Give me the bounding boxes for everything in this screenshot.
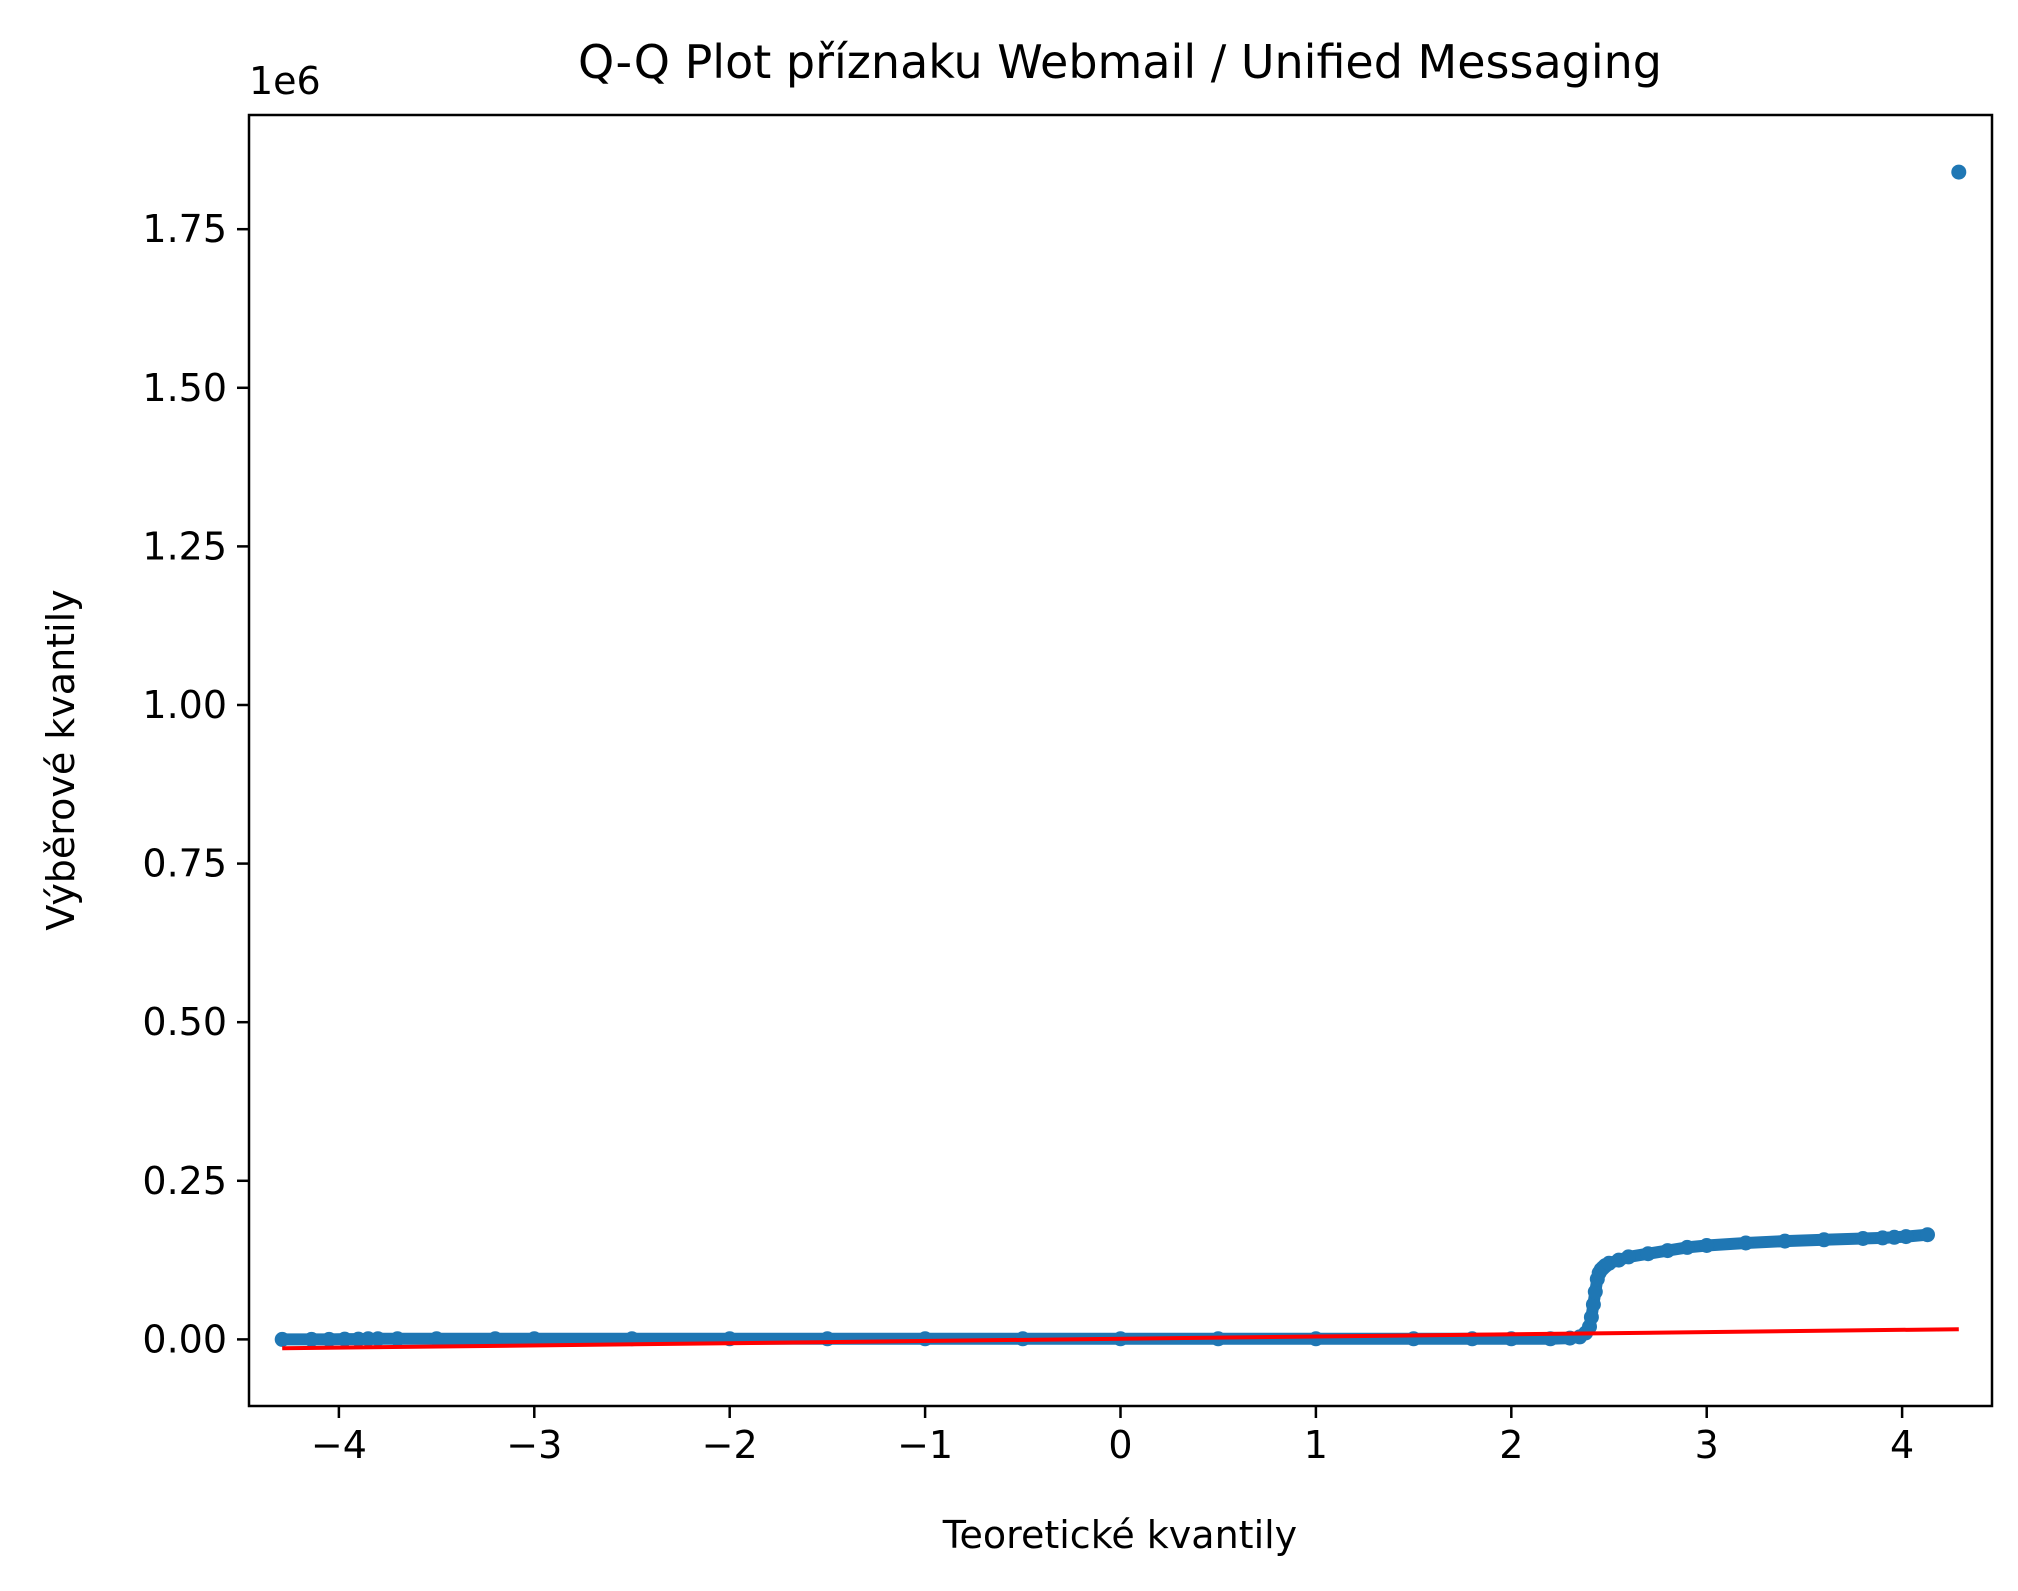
qq-point: [1816, 1232, 1832, 1248]
x-tick-label: 0: [1108, 1423, 1132, 1467]
y-tick-label: 0.00: [142, 1317, 227, 1361]
reference-fit-line: [282, 1327, 1959, 1351]
x-tick-label: −4: [311, 1423, 367, 1467]
qq-point: [321, 1331, 337, 1347]
qq-point: [1855, 1231, 1871, 1246]
qq-point: [526, 1331, 542, 1347]
qq-point: [1699, 1238, 1715, 1253]
x-tick-label: 2: [1499, 1423, 1523, 1467]
y-tick-label: 0.75: [142, 842, 227, 886]
y-tick-label: 1.50: [142, 366, 227, 410]
qq-point: [1587, 1284, 1603, 1300]
x-tick-label: 4: [1890, 1423, 1914, 1467]
qq-point: [274, 1331, 290, 1347]
qq-point: [917, 1331, 933, 1347]
qq-point: [1886, 1229, 1902, 1245]
qq-point: [487, 1331, 503, 1347]
qq-point: [1679, 1239, 1695, 1255]
qq-point: [1585, 1297, 1601, 1312]
qq-point: [429, 1331, 445, 1347]
y-tick-label: 1.00: [142, 683, 227, 727]
qq-point: [1951, 164, 1967, 180]
qq-point: [1640, 1246, 1656, 1262]
x-tick-label: −3: [506, 1423, 562, 1467]
y-tick-label: 0.50: [142, 1000, 227, 1044]
qq-point: [304, 1331, 319, 1347]
x-tick-label: 3: [1695, 1423, 1719, 1467]
x-axis-label: Teoretické kvantily: [942, 1513, 1297, 1557]
qq-point: [1308, 1331, 1324, 1347]
y-tick-label: 1.75: [142, 207, 227, 251]
x-tick-label: 1: [1304, 1423, 1328, 1467]
qq-point: [1621, 1249, 1636, 1265]
qq-point: [1583, 1309, 1599, 1325]
plot-frame: [247, 113, 1994, 1408]
x-axis-ticks: −4 −3 −2 −1 0 1 2 3 4: [311, 1406, 1914, 1467]
qq-point: [337, 1331, 353, 1347]
qq-point: [370, 1331, 386, 1347]
y-scale-multiplier: 1e6: [249, 59, 321, 103]
qq-point: [1920, 1227, 1935, 1243]
y-tick-label: 1.25: [142, 524, 227, 568]
qq-point: [390, 1331, 405, 1347]
x-tick-label: −2: [702, 1423, 758, 1467]
qq-point: [1660, 1243, 1676, 1259]
x-tick-label: −1: [897, 1423, 953, 1467]
qq-point: [1898, 1229, 1914, 1245]
qq-point: [1777, 1233, 1793, 1249]
y-axis-ticks: 0.00 0.25 0.50 0.75 1.00 1.25 1.50 1.75: [142, 207, 249, 1361]
y-axis-label: Výběrové kvantily: [39, 589, 83, 930]
plot-marks: [274, 164, 1967, 1351]
chart-title: Q-Q Plot příznaku Webmail / Unified Mess…: [578, 35, 1662, 89]
qq-point: [1875, 1230, 1891, 1246]
qq-point: [1738, 1235, 1754, 1251]
y-tick-label: 0.25: [142, 1159, 227, 1203]
